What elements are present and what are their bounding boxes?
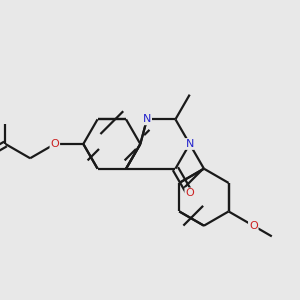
Text: O: O [185,188,194,198]
Text: O: O [50,139,59,149]
Text: O: O [249,221,258,231]
Text: N: N [143,114,151,124]
Text: N: N [185,139,194,149]
